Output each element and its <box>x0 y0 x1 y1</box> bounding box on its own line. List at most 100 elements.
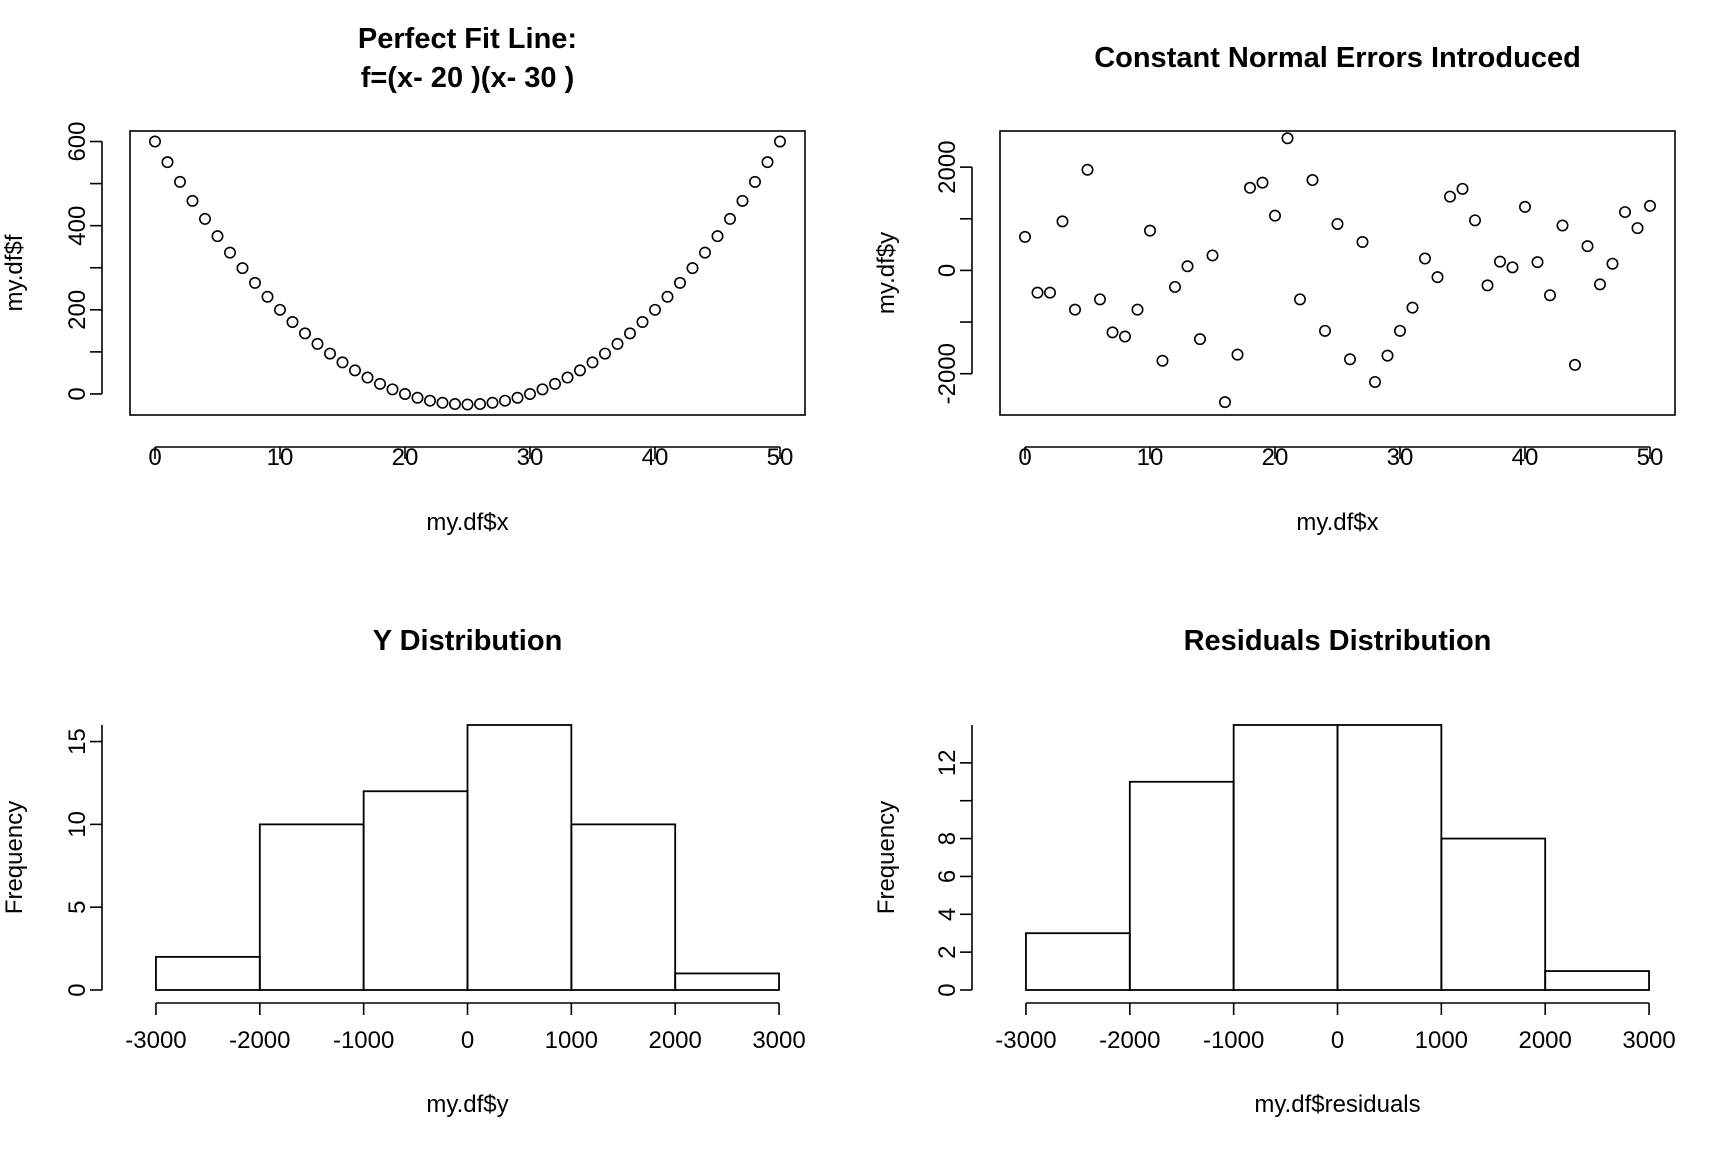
data-point <box>536 383 549 396</box>
y-tick-label: 2000 <box>934 140 961 193</box>
histogram-bar <box>1128 780 1235 991</box>
data-point <box>161 156 174 169</box>
x-tick-label: 2000 <box>1518 1027 1571 1054</box>
data-point <box>686 262 699 275</box>
x-tick-label: 0 <box>148 444 161 471</box>
histogram-bar <box>155 955 261 991</box>
data-point <box>1469 214 1482 227</box>
data-point <box>573 364 586 377</box>
data-point <box>1356 236 1369 249</box>
data-point <box>1169 280 1182 293</box>
data-point <box>1569 358 1582 371</box>
x-tick-label: 40 <box>1512 444 1539 471</box>
data-point <box>1219 396 1232 409</box>
x-tick-label: 20 <box>1262 444 1289 471</box>
x-tick-label: -1000 <box>333 1027 394 1054</box>
data-point <box>361 371 374 384</box>
data-point <box>586 356 599 369</box>
data-point <box>249 276 262 289</box>
x-tick-label: 30 <box>1387 444 1414 471</box>
data-point <box>1094 293 1107 306</box>
histogram-bar <box>362 790 469 991</box>
chart-panel-2: Constant Normal Errors Introduced my.df$x… <box>873 42 1676 536</box>
x-tick-label: -3000 <box>995 1027 1056 1054</box>
histogram-bar <box>1336 724 1443 991</box>
y-axis-label: Frequency <box>873 801 900 914</box>
data-point <box>486 396 499 409</box>
x-axis-label: my.df$y <box>426 1091 508 1118</box>
x-tick-label: 3000 <box>1622 1027 1675 1054</box>
data-point <box>1056 215 1069 228</box>
x-tick-label: 10 <box>1137 444 1164 471</box>
data-point <box>186 194 199 207</box>
data-point <box>1031 286 1044 299</box>
data-point <box>661 290 674 303</box>
data-point <box>323 347 336 360</box>
data-point <box>1194 333 1207 346</box>
data-point <box>1106 326 1119 339</box>
data-point <box>1081 163 1094 176</box>
data-point <box>174 175 187 188</box>
data-point <box>199 212 212 225</box>
y-axis-label: my.df$y <box>873 232 900 314</box>
histogram-bar <box>466 724 573 991</box>
data-point <box>1144 224 1157 237</box>
data-point <box>398 387 411 400</box>
y-tick-label: 12 <box>934 750 961 777</box>
data-point <box>1319 324 1332 337</box>
data-point <box>298 327 311 340</box>
data-point <box>373 377 386 390</box>
data-point <box>1494 255 1507 268</box>
histogram-bar <box>1544 970 1650 991</box>
histogram-bar <box>674 972 780 991</box>
x-tick-label: 3000 <box>752 1027 805 1054</box>
data-point <box>1481 279 1494 292</box>
data-point <box>1644 199 1657 212</box>
y-axis-label: Frequency <box>1 801 28 914</box>
data-point <box>1519 200 1532 213</box>
chart-title: Perfect Fit Line: <box>358 23 577 55</box>
data-point <box>1044 286 1057 299</box>
data-point <box>1331 217 1344 230</box>
y-tick-label: 600 <box>64 121 91 161</box>
chart-title: Y Distribution <box>373 625 563 657</box>
data-point <box>473 398 486 411</box>
x-axis-label: my.df$residuals <box>1254 1091 1420 1118</box>
data-point <box>1269 209 1282 222</box>
data-point <box>723 212 736 225</box>
data-point <box>1156 354 1169 367</box>
data-point <box>1594 278 1607 291</box>
data-point <box>673 276 686 289</box>
x-tick-label: -2000 <box>229 1027 290 1054</box>
x-tick-label: 50 <box>1637 444 1664 471</box>
y-tick-label: 6 <box>934 870 961 883</box>
chart-title: Constant Normal Errors Introduced <box>1094 42 1581 74</box>
chart-panel-3: Y Distribution my.df$y Frequency -3000 -2000… <box>1 625 806 1118</box>
x-tick-label: 30 <box>517 444 544 471</box>
data-point <box>1619 206 1632 219</box>
data-point <box>1556 219 1569 232</box>
y-axis-label: my.df$f <box>1 234 28 311</box>
x-tick-label: 1000 <box>1415 1027 1468 1054</box>
data-point <box>1244 181 1257 194</box>
y-tick-label: 0 <box>64 983 91 996</box>
data-point <box>224 246 237 259</box>
data-point <box>1256 176 1269 189</box>
data-point <box>498 394 511 407</box>
data-point <box>1294 293 1307 306</box>
chart-panel-1: Perfect Fit Line: f=(x- 20 )(x- 30 ) my.df… <box>1 23 806 536</box>
data-point <box>611 337 624 350</box>
data-point <box>336 356 349 369</box>
data-point <box>736 194 749 207</box>
data-point <box>1119 330 1132 343</box>
data-point <box>523 387 536 400</box>
data-point <box>1369 375 1382 388</box>
x-tick-label: 1000 <box>545 1027 598 1054</box>
data-point <box>1344 353 1357 366</box>
data-point <box>1456 182 1469 195</box>
data-point <box>1444 190 1457 203</box>
y-tick-label: 2 <box>934 945 961 958</box>
data-point <box>748 175 761 188</box>
x-axis-label: my.df$x <box>426 509 508 536</box>
